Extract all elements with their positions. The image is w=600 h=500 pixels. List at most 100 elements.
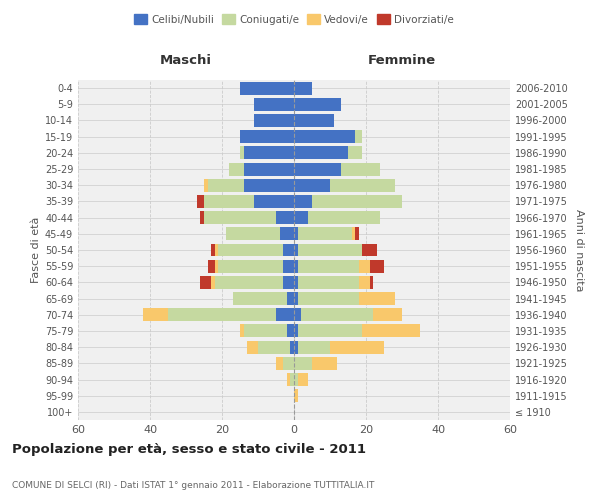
Bar bbox=[208, 179, 244, 192]
Bar bbox=[298, 228, 352, 240]
Bar bbox=[211, 276, 215, 289]
Bar bbox=[294, 340, 298, 353]
Bar bbox=[240, 324, 244, 338]
Bar bbox=[330, 340, 384, 353]
Bar bbox=[294, 162, 341, 175]
Bar bbox=[362, 244, 377, 256]
Bar bbox=[226, 228, 280, 240]
Bar bbox=[355, 228, 359, 240]
Bar bbox=[294, 195, 312, 208]
Bar bbox=[308, 211, 380, 224]
Bar bbox=[197, 195, 204, 208]
Bar bbox=[294, 211, 308, 224]
Bar bbox=[294, 260, 298, 272]
Bar bbox=[204, 179, 208, 192]
Bar bbox=[215, 260, 218, 272]
Bar bbox=[294, 114, 334, 127]
Bar bbox=[244, 324, 287, 338]
Bar bbox=[341, 162, 380, 175]
Bar bbox=[359, 260, 370, 272]
Bar bbox=[294, 98, 341, 111]
Bar bbox=[200, 211, 204, 224]
Bar bbox=[298, 324, 362, 338]
Bar bbox=[229, 162, 244, 175]
Bar bbox=[298, 292, 359, 305]
Bar bbox=[244, 162, 294, 175]
Bar bbox=[204, 195, 254, 208]
Bar bbox=[359, 276, 370, 289]
Bar bbox=[208, 260, 215, 272]
Bar bbox=[258, 340, 290, 353]
Bar bbox=[218, 260, 283, 272]
Bar bbox=[294, 292, 298, 305]
Bar bbox=[287, 324, 294, 338]
Bar bbox=[240, 146, 244, 160]
Bar bbox=[254, 114, 294, 127]
Text: Maschi: Maschi bbox=[160, 54, 212, 67]
Text: Femmine: Femmine bbox=[368, 54, 436, 67]
Bar bbox=[143, 308, 168, 321]
Bar bbox=[233, 292, 287, 305]
Bar bbox=[218, 244, 283, 256]
Bar bbox=[244, 146, 294, 160]
Bar bbox=[215, 276, 283, 289]
Bar bbox=[211, 244, 215, 256]
Bar bbox=[294, 308, 301, 321]
Bar bbox=[294, 82, 312, 94]
Bar bbox=[254, 195, 294, 208]
Bar bbox=[298, 373, 308, 386]
Bar bbox=[283, 357, 294, 370]
Bar bbox=[301, 308, 373, 321]
Bar bbox=[352, 228, 355, 240]
Bar bbox=[200, 276, 211, 289]
Bar bbox=[204, 211, 276, 224]
Y-axis label: Anni di nascita: Anni di nascita bbox=[574, 208, 584, 291]
Bar bbox=[294, 179, 330, 192]
Bar bbox=[298, 260, 359, 272]
Bar bbox=[298, 276, 359, 289]
Y-axis label: Fasce di età: Fasce di età bbox=[31, 217, 41, 283]
Bar bbox=[348, 146, 362, 160]
Bar bbox=[276, 357, 283, 370]
Bar bbox=[312, 357, 337, 370]
Bar bbox=[298, 244, 362, 256]
Bar bbox=[290, 340, 294, 353]
Bar bbox=[294, 244, 298, 256]
Text: COMUNE DI SELCI (RI) - Dati ISTAT 1° gennaio 2011 - Elaborazione TUTTITALIA.IT: COMUNE DI SELCI (RI) - Dati ISTAT 1° gen… bbox=[12, 480, 374, 490]
Bar bbox=[287, 373, 290, 386]
Bar bbox=[287, 292, 294, 305]
Bar bbox=[312, 195, 402, 208]
Bar bbox=[168, 308, 276, 321]
Bar bbox=[294, 357, 312, 370]
Bar bbox=[362, 324, 420, 338]
Bar bbox=[330, 179, 395, 192]
Bar bbox=[240, 82, 294, 94]
Bar bbox=[254, 98, 294, 111]
Bar bbox=[244, 179, 294, 192]
Legend: Celibi/Nubili, Coniugati/e, Vedovi/e, Divorziati/e: Celibi/Nubili, Coniugati/e, Vedovi/e, Di… bbox=[130, 10, 458, 29]
Bar bbox=[359, 292, 395, 305]
Bar bbox=[370, 260, 384, 272]
Bar bbox=[294, 324, 298, 338]
Text: Popolazione per età, sesso e stato civile - 2011: Popolazione per età, sesso e stato civil… bbox=[12, 442, 366, 456]
Bar bbox=[247, 340, 258, 353]
Bar bbox=[294, 276, 298, 289]
Bar bbox=[290, 373, 294, 386]
Bar bbox=[283, 244, 294, 256]
Bar bbox=[215, 244, 218, 256]
Bar bbox=[294, 389, 298, 402]
Bar bbox=[355, 130, 362, 143]
Bar bbox=[370, 276, 373, 289]
Bar bbox=[276, 308, 294, 321]
Bar bbox=[276, 211, 294, 224]
Bar bbox=[373, 308, 402, 321]
Bar bbox=[283, 260, 294, 272]
Bar bbox=[294, 228, 298, 240]
Bar bbox=[294, 146, 348, 160]
Bar bbox=[283, 276, 294, 289]
Bar bbox=[280, 228, 294, 240]
Bar bbox=[294, 130, 355, 143]
Bar bbox=[240, 130, 294, 143]
Bar bbox=[298, 340, 330, 353]
Bar bbox=[294, 373, 298, 386]
